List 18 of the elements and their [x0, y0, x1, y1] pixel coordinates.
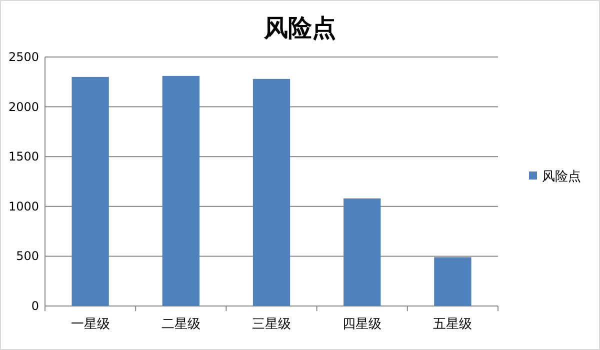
y-tick-label: 2500	[8, 50, 39, 64]
x-tick-label: 五星级	[433, 317, 472, 332]
bar	[162, 76, 200, 306]
chart-title: 风险点	[263, 14, 336, 42]
bar	[252, 78, 290, 306]
x-tick-label: 四星级	[342, 317, 382, 332]
x-tick-label: 三星级	[252, 317, 291, 332]
y-tick-label: 0	[31, 299, 39, 313]
legend-label: 风险点	[542, 170, 581, 184]
bar	[344, 198, 381, 306]
y-tick-label: 2000	[8, 100, 39, 114]
x-tick-label: 二星级	[161, 317, 200, 332]
bar	[434, 257, 472, 306]
y-tick-label: 1500	[8, 150, 39, 164]
x-tick-label: 一星级	[70, 317, 110, 332]
y-tick-label: 1000	[8, 199, 39, 214]
bar	[72, 76, 109, 306]
y-tick-label: 500	[16, 249, 39, 264]
